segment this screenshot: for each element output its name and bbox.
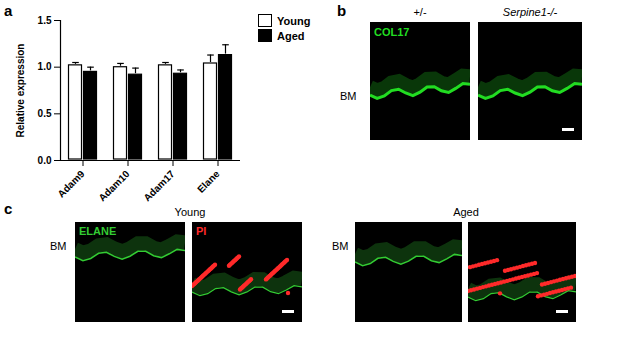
html-text:Young: Young [174, 206, 206, 218]
html-text:b: b [337, 2, 347, 19]
html-text:c: c [4, 200, 13, 217]
svg-text:Adam10: Adam10 [96, 168, 132, 204]
svg-text:1.5: 1.5 [38, 15, 52, 26]
svg-text:1.0: 1.0 [38, 61, 52, 72]
svg-text:Adam17: Adam17 [141, 168, 177, 204]
svg-text:0.0: 0.0 [38, 155, 52, 166]
html-text:Aged: Aged [453, 206, 479, 218]
svg-text:0.5: 0.5 [38, 108, 52, 119]
svg-text:Elane: Elane [195, 168, 222, 195]
html-text:COL17: COL17 [374, 26, 410, 38]
html-text:ELANE: ELANE [79, 225, 117, 237]
html-text:Serpine1-/-: Serpine1-/- [502, 6, 558, 18]
html-text:BM: BM [332, 240, 349, 252]
html-text:Aged: Aged [277, 29, 305, 42]
svg-text:Adam9: Adam9 [55, 168, 87, 200]
html-text:Young: Young [277, 14, 311, 27]
svg-text:Relative expression: Relative expression [15, 44, 26, 138]
html-text:BM: BM [50, 240, 67, 252]
html-text:a: a [4, 2, 13, 19]
html-text:BM: BM [340, 90, 357, 102]
html-text:PI: PI [196, 225, 207, 237]
